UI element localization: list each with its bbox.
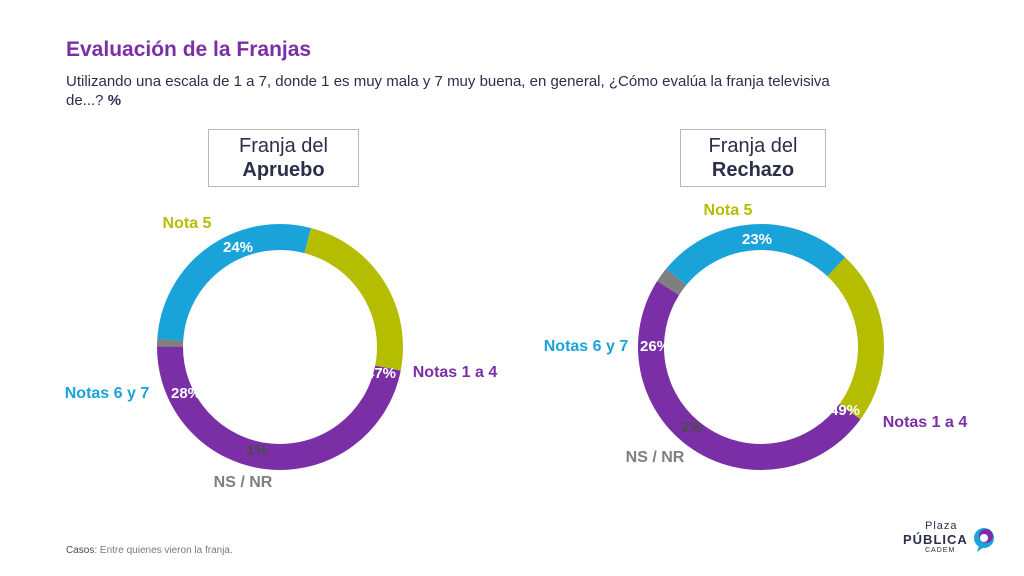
value-label-notas-1-4-apruebo: 47% bbox=[366, 365, 396, 382]
value-label-notas-1-4-rechazo: 49% bbox=[830, 402, 860, 419]
logo-mark-icon bbox=[974, 528, 994, 552]
panel-label-apruebo-line2: Apruebo bbox=[242, 159, 325, 181]
slice-notas-1-4-rechazo bbox=[638, 281, 861, 470]
slice-ns-nr-rechazo bbox=[657, 268, 687, 296]
value-label-notas-6-7-rechazo: 26% bbox=[640, 338, 670, 355]
category-label-notas-1-4-rechazo: Notas 1 a 4 bbox=[883, 414, 968, 431]
footnote: Casos: Entre quienes vieron la franja. bbox=[66, 545, 233, 556]
slice-nota-5-rechazo bbox=[827, 257, 884, 420]
question-text: Utilizando una escala de 1 a 7, donde 1 … bbox=[66, 72, 846, 110]
category-label-ns-nr-rechazo: NS / NR bbox=[626, 449, 685, 466]
donut-apruebo: 47% Notas 1 a 4 1% NS / NR 28% Notas 6 y 7 24%… bbox=[65, 215, 498, 491]
value-label-nota-5-rechazo: 23% bbox=[742, 231, 772, 248]
category-label-notas-6-7-apruebo: Notas 6 y 7 bbox=[65, 385, 150, 402]
logo-line-publica: PÚBLICA bbox=[903, 532, 968, 547]
question-body: Utilizando una escala de 1 a 7, donde 1 … bbox=[66, 73, 830, 109]
slice-notas-6-7-rechazo bbox=[666, 224, 846, 286]
value-label-ns-nr-apruebo: 1% bbox=[246, 442, 268, 459]
panel-label-rechazo: Franja del Rechazo bbox=[680, 129, 826, 187]
slice-notas-1-4-apruebo bbox=[157, 346, 401, 470]
footnote-text: : Entre quienes vieron la franja. bbox=[94, 545, 233, 556]
donut-rechazo: 49% Notas 1 a 4 2% NS / NR 26% Notas 6 y 7 23%… bbox=[544, 202, 968, 470]
value-label-nota-5-apruebo: 24% bbox=[223, 239, 253, 256]
page-title: Evaluación de la Franjas bbox=[66, 38, 312, 61]
category-label-notas-6-7-rechazo: Notas 6 y 7 bbox=[544, 338, 629, 355]
plaza-publica-logo: Plaza PÚBLICA CADEM bbox=[903, 518, 999, 558]
category-label-nota-5-apruebo: Nota 5 bbox=[163, 215, 212, 232]
logo-line-plaza: Plaza bbox=[925, 520, 958, 532]
question-unit: % bbox=[107, 92, 122, 109]
category-label-notas-1-4-apruebo: Notas 1 a 4 bbox=[413, 364, 498, 381]
logo-line-cadem: CADEM bbox=[925, 547, 956, 554]
panel-label-apruebo: Franja del Apruebo bbox=[208, 129, 359, 187]
value-label-ns-nr-rechazo: 2% bbox=[681, 419, 703, 436]
category-label-nota-5-rechazo: Nota 5 bbox=[704, 202, 753, 219]
slice-nota-5-apruebo bbox=[304, 227, 403, 371]
value-label-notas-6-7-apruebo: 28% bbox=[171, 385, 201, 402]
slice-notas-6-7-apruebo bbox=[157, 224, 311, 341]
panel-label-rechazo-line2: Rechazo bbox=[711, 159, 795, 181]
panel-label-rechazo-line1: Franja del bbox=[708, 135, 798, 157]
panel-label-apruebo-line1: Franja del bbox=[239, 135, 328, 157]
footnote-label: Casos bbox=[66, 545, 95, 556]
category-label-ns-nr-apruebo: NS / NR bbox=[214, 474, 273, 491]
